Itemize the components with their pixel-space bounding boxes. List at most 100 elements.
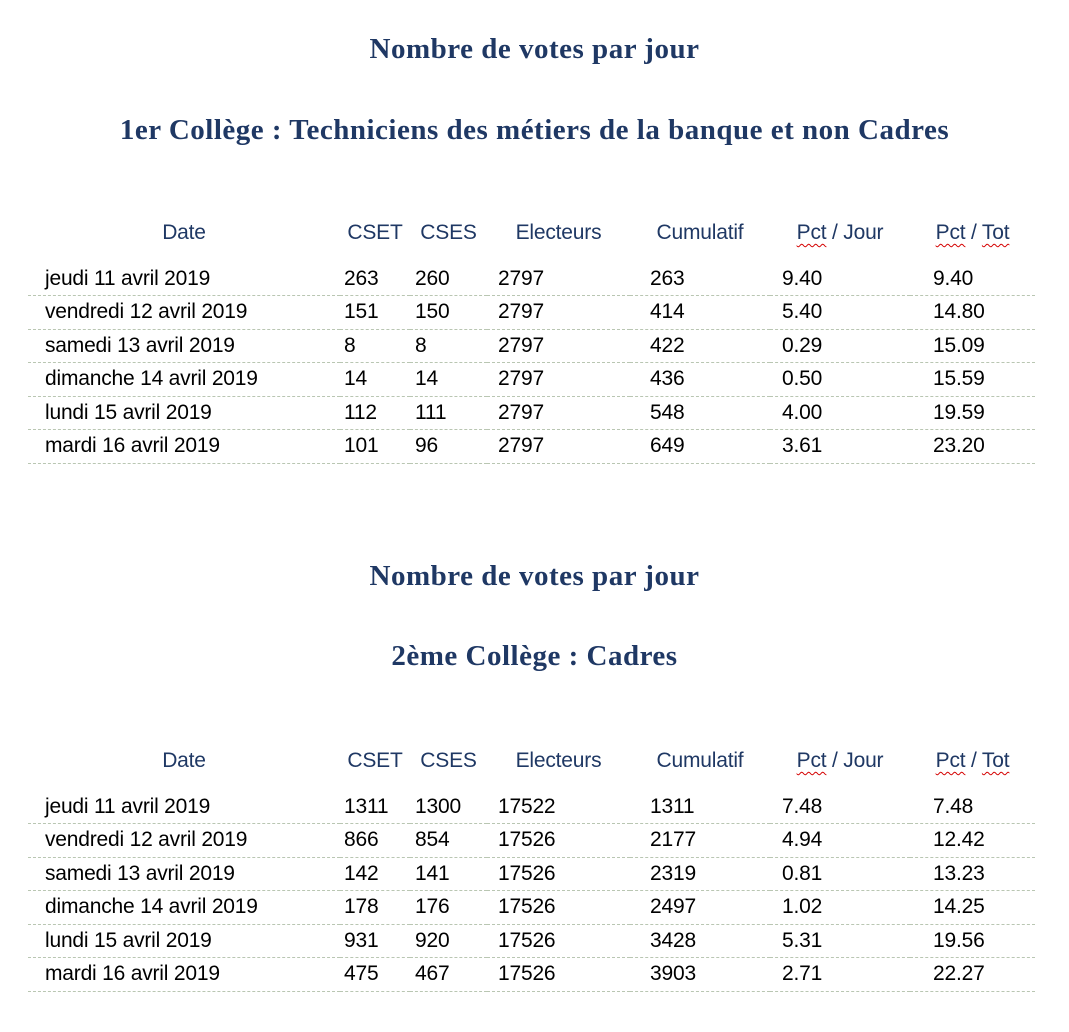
misspelled-word: Tot [981, 749, 1010, 772]
cell-cumulatif: 3428 [630, 924, 770, 958]
cell-pct-tot: 19.59 [910, 396, 1035, 430]
column-header-pct-tot: Pct / Tot [910, 738, 1035, 790]
header-text: Cumulatif [656, 221, 744, 244]
cell-date: samedi 13 avril 2019 [28, 329, 340, 363]
cell-pct-tot: 15.09 [910, 329, 1035, 363]
cell-electeurs: 2797 [487, 429, 630, 464]
cell-cset: 112 [340, 396, 410, 430]
cell-cset: 142 [340, 857, 410, 891]
cell-cset: 931 [340, 924, 410, 958]
column-header-pct-jour: Pct / Jour [770, 210, 910, 262]
cell-cumulatif: 548 [630, 396, 770, 430]
cell-cumulatif: 422 [630, 329, 770, 363]
section-title-votes-per-day-college-2: Nombre de votes par jour [369, 560, 700, 592]
table-row: dimanche 14 avril 2019 14 14 2797 436 0.50 15.… [28, 362, 1035, 397]
cell-pct-jour: 5.40 [770, 295, 910, 330]
header-text: Date [162, 749, 206, 772]
cell-date: dimanche 14 avril 2019 [28, 362, 340, 397]
table-row: samedi 13 avril 2019 8 8 2797 422 0.29 15.09 [28, 329, 1035, 363]
cell-cumulatif: 2177 [630, 823, 770, 858]
header-text: Date [162, 221, 206, 244]
table-row: samedi 13 avril 2019 142 141 17526 2319 0.81 1… [28, 857, 1035, 891]
cell-date: jeudi 11 avril 2019 [28, 262, 340, 296]
cell-pct-jour: 2.71 [770, 957, 910, 992]
column-header-date: Date [28, 738, 340, 790]
cell-electeurs: 17526 [487, 890, 630, 925]
cell-date: vendredi 12 avril 2019 [28, 823, 340, 858]
cell-cses: 260 [410, 262, 487, 296]
header-row: Date CSET CSES Electeurs Cumulatif Pct / Jour… [28, 210, 1035, 262]
cell-date: samedi 13 avril 2019 [28, 857, 340, 891]
cell-pct-tot: 23.20 [910, 429, 1035, 464]
cell-pct-jour: 0.81 [770, 857, 910, 891]
section-subtitle-college-2: 2ème Collège : Cadres [391, 640, 678, 672]
cell-pct-jour: 0.50 [770, 362, 910, 397]
cell-pct-jour: 0.29 [770, 329, 910, 363]
cell-electeurs: 2797 [487, 329, 630, 363]
cell-date: mardi 16 avril 2019 [28, 429, 340, 464]
cell-cumulatif: 2319 [630, 857, 770, 891]
votes-table-college-1: Date CSET CSES Electeurs Cumulatif Pct / Jour… [28, 210, 1035, 464]
cell-cses: 467 [410, 957, 487, 992]
header-text: / Jour [826, 221, 884, 244]
header-text: Electeurs [515, 749, 602, 772]
cell-cset: 1311 [340, 790, 410, 824]
table-row: vendredi 12 avril 2019 866 854 17526 2177 4.9… [28, 823, 1035, 858]
misspelled-word: Pct [935, 221, 966, 244]
cell-pct-tot: 14.25 [910, 890, 1035, 925]
misspelled-word: Tot [981, 221, 1010, 244]
header-text: CSET [347, 221, 403, 244]
cell-pct-tot: 19.56 [910, 924, 1035, 958]
table-row: mardi 16 avril 2019 101 96 2797 649 3.61 23.20 [28, 429, 1035, 464]
table-header: Date CSET CSES Electeurs Cumulatif Pct / Jour… [28, 210, 1035, 262]
cell-pct-tot: 9.40 [910, 262, 1035, 296]
cell-cses: 150 [410, 295, 487, 330]
cell-cset: 866 [340, 823, 410, 858]
cell-cumulatif: 3903 [630, 957, 770, 992]
cell-pct-tot: 12.42 [910, 823, 1035, 858]
table-row: vendredi 12 avril 2019 151 150 2797 414 5.40 1… [28, 295, 1035, 330]
cell-electeurs: 2797 [487, 396, 630, 430]
cell-pct-tot: 14.80 [910, 295, 1035, 330]
cell-cses: 1300 [410, 790, 487, 824]
cell-pct-tot: 22.27 [910, 957, 1035, 992]
cell-date: vendredi 12 avril 2019 [28, 295, 340, 330]
column-header-electeurs: Electeurs [487, 738, 630, 790]
column-header-date: Date [28, 210, 340, 262]
header-text: CSES [420, 749, 477, 772]
cell-pct-tot: 15.59 [910, 362, 1035, 397]
misspelled-word: Pct [796, 221, 827, 244]
cell-cses: 8 [410, 329, 487, 363]
cell-cset: 101 [340, 429, 410, 464]
section-title-votes-per-day-college-1: Nombre de votes par jour [369, 33, 700, 65]
table-row: lundi 15 avril 2019 112 111 2797 548 4.00 19.5… [28, 396, 1035, 430]
header-text: / Jour [826, 749, 884, 772]
cell-electeurs: 2797 [487, 262, 630, 296]
cell-cset: 263 [340, 262, 410, 296]
header-text: Electeurs [515, 221, 602, 244]
cell-pct-jour: 7.48 [770, 790, 910, 824]
table-body: jeudi 11 avril 2019 1311 1300 17522 1311 7.48… [28, 790, 1035, 992]
cell-cumulatif: 649 [630, 429, 770, 464]
cell-cumulatif: 2497 [630, 890, 770, 925]
table-header: Date CSET CSES Electeurs Cumulatif Pct / Jour… [28, 738, 1035, 790]
table-row: jeudi 11 avril 2019 1311 1300 17522 1311 7.48… [28, 790, 1035, 824]
cell-pct-jour: 5.31 [770, 924, 910, 958]
votes-table-college-2: Date CSET CSES Electeurs Cumulatif Pct / Jour… [28, 738, 1035, 992]
cell-cses: 111 [410, 396, 487, 430]
header-row: Date CSET CSES Electeurs Cumulatif Pct / Jour… [28, 738, 1035, 790]
header-text: Cumulatif [656, 749, 744, 772]
column-header-cumulatif: Cumulatif [630, 210, 770, 262]
table-body: jeudi 11 avril 2019 263 260 2797 263 9.40 9.40… [28, 262, 1035, 464]
cell-cset: 14 [340, 362, 410, 397]
cell-date: dimanche 14 avril 2019 [28, 890, 340, 925]
cell-cses: 14 [410, 362, 487, 397]
cell-pct-jour: 3.61 [770, 429, 910, 464]
cell-electeurs: 17522 [487, 790, 630, 824]
column-header-cses: CSES [410, 738, 487, 790]
cell-cumulatif: 1311 [630, 790, 770, 824]
cell-pct-jour: 4.94 [770, 823, 910, 858]
cell-pct-jour: 9.40 [770, 262, 910, 296]
cell-electeurs: 17526 [487, 957, 630, 992]
